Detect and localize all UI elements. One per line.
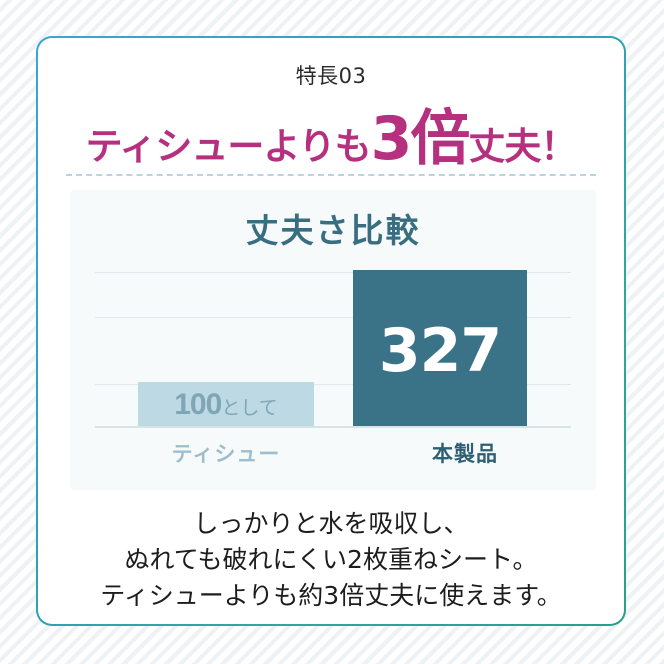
gridline-100 <box>95 384 571 385</box>
description-block: しっかりと水を吸収し、 ぬれても破れにくい2枚重ねシート。 ティシューよりも約3… <box>38 506 624 614</box>
chart-baseline <box>95 426 571 428</box>
bar-tissue-suffix: として <box>221 398 278 419</box>
chart-plot-area: 100として 327 <box>95 270 571 428</box>
dashed-divider <box>66 174 596 176</box>
feature-kicker: 特長03 <box>295 64 367 88</box>
bar-product: 327 <box>353 270 527 426</box>
comparison-chart-panel: 丈夫さ比較 100として 327 ティシュー 本製品 <box>70 190 596 490</box>
description-line-3: ティシューよりも約3倍丈夫に使えます。 <box>100 581 562 610</box>
headline-part1: ティシューよりも <box>85 125 372 168</box>
feature-card: 特長03 ティシューよりも3倍丈夫！ 丈夫さ比較 100として 327 <box>36 36 626 626</box>
headline: ティシューよりも3倍丈夫！ <box>38 90 624 177</box>
description-line-1: しっかりと水を吸収し、 <box>193 509 469 538</box>
bar-tissue-number: 100 <box>174 388 222 421</box>
gridline-300 <box>95 272 571 273</box>
headline-emphasis: 3倍 <box>370 104 471 174</box>
gridline-200 <box>95 317 571 318</box>
bar-tissue: 100として <box>138 382 314 426</box>
headline-part2: 丈夫！ <box>468 125 577 168</box>
description-line-2: ぬれても破れにくい2枚重ねシート。 <box>124 545 538 574</box>
bar-tissue-value: 100として <box>138 388 314 422</box>
chart-category-label-product: 本製品 <box>432 442 498 466</box>
chart-category-label-tissue: ティシュー <box>171 442 281 466</box>
chart-title: 丈夫さ比較 <box>245 211 421 250</box>
bar-product-value: 327 <box>378 316 502 386</box>
